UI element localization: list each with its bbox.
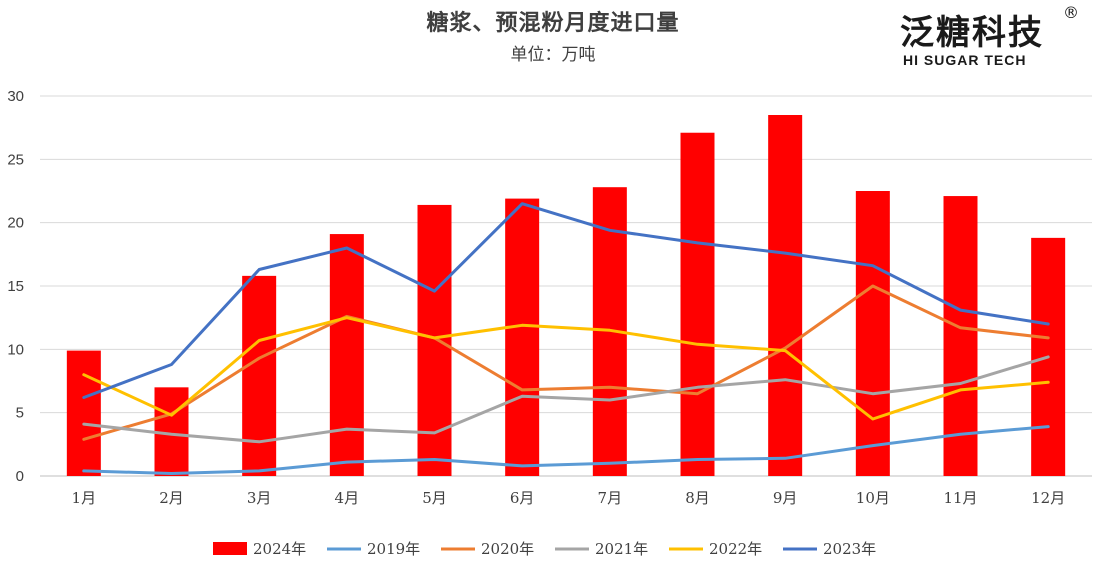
legend-label: 2021年 [595,540,648,558]
bar-10月 [855,191,890,476]
x-tick-label: 5月 [422,489,447,507]
chart-title: 糖浆、预混粉月度进口量 [426,10,679,36]
bar-1月 [66,350,101,476]
legend-label: 2023年 [823,540,876,558]
legend-label: 2019年 [367,540,420,558]
legend-label: 2022年 [709,540,762,558]
legend-item: 2019年 [327,540,420,558]
bar-6月 [505,198,540,476]
legend-item: 2023年 [783,540,876,558]
logo-text-cn: 泛糖科技 [900,13,1044,53]
x-tick-label: 6月 [510,489,535,507]
bar-11月 [943,196,978,477]
line-2019年 [82,425,1050,475]
y-tick-label: 20 [7,215,24,232]
x-tick-label: 12月 [1031,489,1065,507]
y-tick-label: 30 [7,88,24,105]
x-tick-label: 1月 [72,489,97,507]
logo: 泛糖科技 ® HI SUGAR TECH [900,3,1079,68]
x-tick-label: 3月 [247,489,272,507]
x-tick-label: 8月 [685,489,710,507]
logo-registered-mark: ® [1063,3,1079,22]
bar-3月 [242,275,277,476]
y-tick-label: 15 [7,278,24,295]
y-tick-label: 10 [7,341,24,358]
x-axis: 1月 2月 3月 4月 5月 6月 7月 8月 9月 10月 11月 12月 [72,489,1066,507]
line-2023年 [82,202,1050,399]
legend-item: 2020年 [441,540,534,558]
legend-swatch [213,542,247,555]
y-tick-label: 5 [16,405,24,422]
bar-9月 [768,115,803,476]
x-tick-label: 2月 [159,489,184,507]
x-tick-label: 10月 [856,489,890,507]
legend: 2024年 2019年 2020年 2021年 2022年 2023年 [213,540,876,558]
y-axis: 0 5 10 15 20 25 30 [7,88,24,485]
legend-item: 2024年 [213,540,306,558]
legend-item: 2022年 [669,540,762,558]
x-tick-label: 7月 [598,489,623,507]
bar-5月 [417,204,452,476]
x-tick-label: 11月 [943,489,977,507]
legend-label: 2020年 [481,540,534,558]
legend-label: 2024年 [253,540,306,558]
chart-subtitle: 单位：万吨 [511,45,596,65]
y-tick-label: 0 [16,468,24,485]
legend-item: 2021年 [555,540,648,558]
bar-4月 [329,234,364,476]
line-2022年 [82,316,1050,421]
logo-text-en: HI SUGAR TECH [903,52,1026,68]
x-tick-label: 9月 [773,489,798,507]
line-2021年 [82,355,1050,444]
y-tick-label: 25 [7,151,24,168]
bar-8月 [680,132,715,476]
gridlines [40,95,1092,477]
bar-series-2024 [66,115,1066,477]
x-tick-label: 4月 [335,489,360,507]
line-series [82,202,1050,475]
line-2020年 [82,284,1050,441]
